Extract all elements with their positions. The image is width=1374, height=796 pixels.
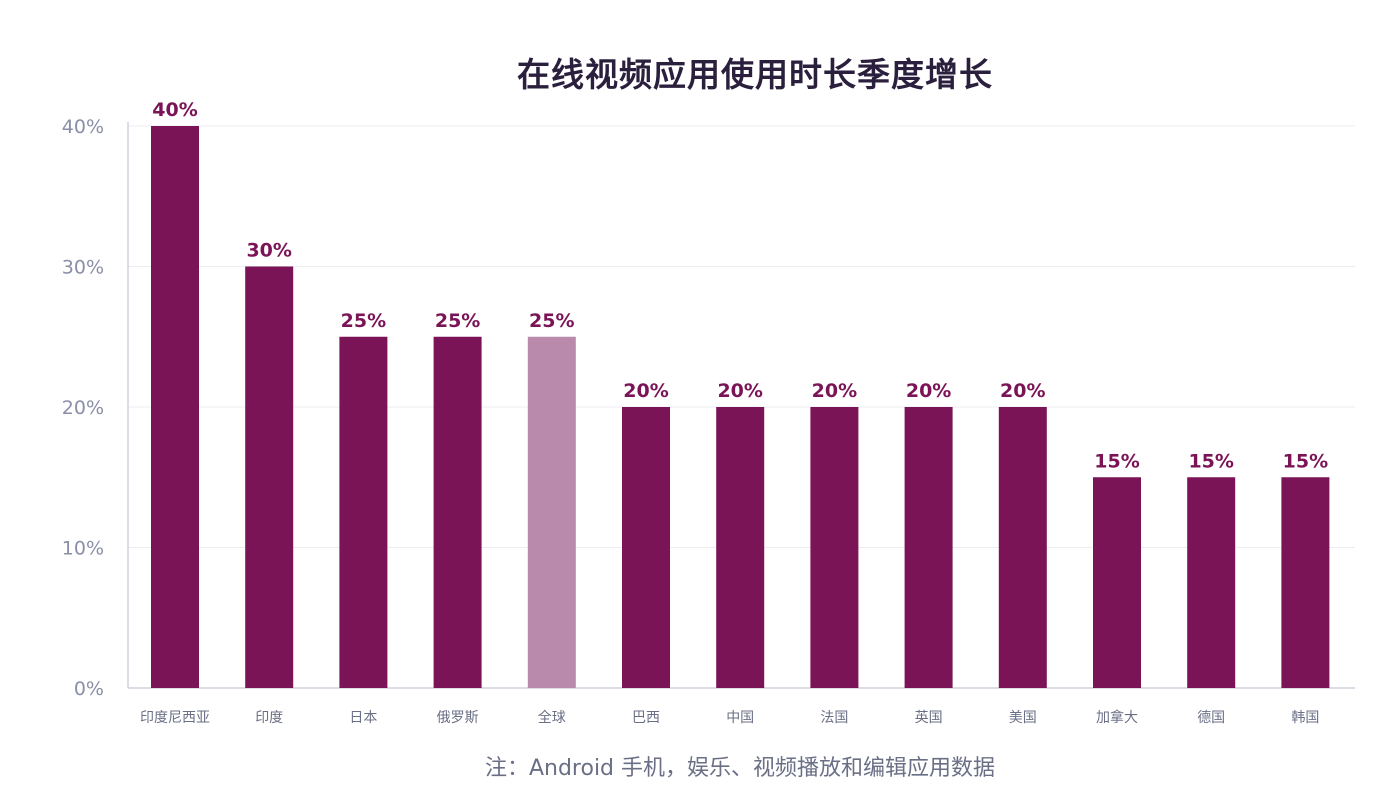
data-label: 40% bbox=[152, 99, 197, 121]
chart-note: 注：Android 手机，娱乐、视频播放和编辑应用数据 bbox=[484, 756, 996, 781]
x-tick-label: 德国 bbox=[1197, 710, 1225, 726]
bar bbox=[1187, 477, 1236, 688]
x-tick-label: 全球 bbox=[538, 709, 566, 726]
bar bbox=[527, 336, 576, 688]
bar bbox=[1281, 477, 1330, 688]
x-tick-label: 英国 bbox=[915, 709, 943, 726]
bar bbox=[245, 266, 294, 688]
x-tick-label: 印度 bbox=[255, 710, 283, 726]
data-label: 20% bbox=[717, 380, 762, 402]
bar bbox=[339, 336, 388, 688]
data-label: 25% bbox=[435, 310, 480, 332]
bar bbox=[998, 407, 1047, 688]
x-tick-label: 美国 bbox=[1009, 710, 1037, 726]
data-label: 15% bbox=[1094, 450, 1139, 472]
y-tick-label: 30% bbox=[62, 257, 104, 279]
bar bbox=[622, 407, 670, 688]
bar bbox=[716, 407, 765, 688]
data-labels: 40% 30% 25% 25% 25% 20% 20% 20% 20% 20% 15% 15% 15% bbox=[152, 99, 1328, 472]
data-label: 15% bbox=[1283, 450, 1328, 472]
y-tick-label: 10% bbox=[62, 538, 104, 560]
data-label: 20% bbox=[906, 380, 951, 402]
x-tick-label: 法国 bbox=[820, 710, 848, 726]
x-tick-label: 印度尼西亚 bbox=[140, 710, 210, 726]
bar bbox=[151, 126, 199, 688]
bar bbox=[433, 336, 482, 688]
x-tick-label: 日本 bbox=[349, 710, 377, 726]
data-label: 30% bbox=[246, 240, 291, 262]
x-tick-label: 中国 bbox=[726, 710, 754, 726]
x-tick-labels: 印度尼西亚 印度 日本 俄罗斯 全球 巴西 中国 法国 英国 美国 加拿大 德国 韩国 bbox=[140, 709, 1319, 726]
x-tick-label: 巴西 bbox=[632, 710, 660, 726]
data-label: 25% bbox=[341, 310, 386, 332]
bar bbox=[810, 407, 859, 688]
x-tick-label: 韩国 bbox=[1291, 710, 1319, 726]
bar bbox=[904, 407, 953, 688]
x-tick-label: 俄罗斯 bbox=[437, 710, 479, 726]
bar bbox=[1093, 477, 1141, 688]
y-tick-label: 0% bbox=[74, 678, 104, 700]
y-tick-label: 40% bbox=[62, 116, 104, 138]
data-label: 20% bbox=[623, 380, 668, 402]
bars bbox=[151, 126, 1330, 688]
data-label: 15% bbox=[1188, 450, 1233, 472]
data-label: 20% bbox=[812, 380, 857, 402]
chart-title: 在线视频应用使用时长季度增长 bbox=[517, 55, 993, 94]
y-tick-labels: 0% 10% 20% 30% 40% bbox=[62, 116, 104, 700]
x-tick-label: 加拿大 bbox=[1096, 709, 1138, 726]
y-tick-label: 20% bbox=[62, 397, 104, 419]
data-label: 25% bbox=[529, 310, 574, 332]
data-label: 20% bbox=[1000, 380, 1045, 402]
